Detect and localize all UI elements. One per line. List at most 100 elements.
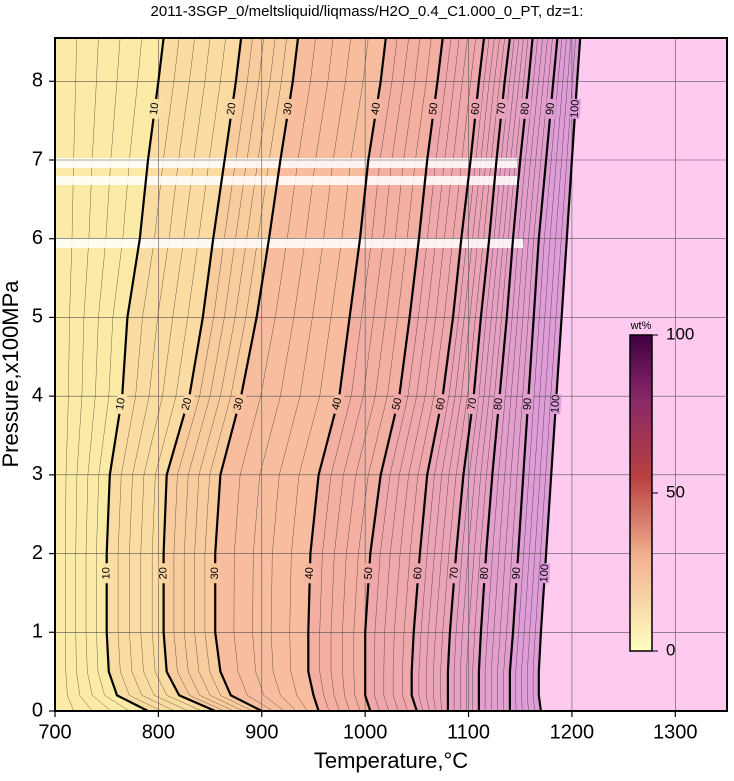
contour-line [214, 38, 300, 711]
contour-label-bg [544, 98, 557, 120]
contour-line [307, 38, 387, 711]
minor-contour [466, 38, 524, 711]
contour-label-bg [522, 393, 534, 415]
contour-label: 20 [225, 102, 239, 116]
minor-contour [426, 38, 495, 711]
x-tick-label: 1100 [447, 721, 490, 743]
contour-label: 90 [522, 398, 535, 411]
minor-contour [527, 38, 572, 711]
minor-contour [129, 38, 195, 711]
contour-label-bg [550, 393, 562, 415]
contour-line [446, 38, 511, 711]
minor-contour [383, 38, 460, 711]
minor-contour [515, 38, 563, 711]
contour-label-bg [448, 562, 461, 584]
minor-contour [75, 38, 99, 711]
minor-contour [392, 38, 468, 711]
minor-contour [484, 38, 538, 711]
minor-contour [233, 38, 316, 711]
y-axis-label: Pressure,x100MPa [0, 280, 23, 468]
contour-label-bg [427, 98, 441, 120]
x-tick-label: 1000 [343, 721, 388, 743]
contour-label-bg [101, 563, 112, 584]
minor-contour [491, 38, 543, 711]
y-tick-label: 5 [32, 306, 43, 328]
contour-label: 40 [369, 102, 383, 116]
band-fill [365, 38, 485, 711]
minor-contour [289, 38, 369, 711]
colorbar [629, 334, 653, 652]
y-tick-label: 2 [32, 542, 43, 564]
minor-contour [521, 38, 567, 711]
minor-contour [472, 38, 529, 711]
plot-frame [54, 37, 728, 712]
contour-label: 60 [469, 102, 482, 115]
contour-label: 100 [549, 394, 562, 413]
contour-label-bg [569, 98, 581, 120]
contour-label-bg [519, 98, 532, 120]
contour-label-bg [412, 562, 425, 584]
contour-label-bg [158, 563, 169, 584]
y-tick-label: 1 [32, 621, 43, 643]
contour-label: 80 [492, 397, 505, 410]
x-tick-label: 800 [142, 721, 175, 743]
minor-contour [96, 38, 142, 711]
minor-contour [184, 38, 264, 711]
y-tick-label: 7 [32, 148, 43, 170]
minor-contour [152, 38, 226, 711]
contour-label: 10 [114, 397, 128, 411]
minor-contour [402, 38, 476, 711]
x-tick-label: 1300 [653, 721, 698, 743]
y-tick-label: 3 [32, 463, 43, 485]
contour-line [364, 38, 444, 711]
minor-contour [418, 38, 490, 711]
minor-contour [85, 38, 121, 711]
contour-label: 30 [209, 567, 221, 579]
band-fill [411, 38, 510, 711]
contour-label-bg [225, 98, 239, 120]
contour-label-bg [479, 562, 491, 584]
minor-contour [353, 38, 432, 711]
y-tick-label: 8 [32, 70, 43, 92]
contour-line [537, 38, 582, 711]
colorbar-tick-label: 0 [666, 640, 675, 659]
colorbar-label: wt% [630, 320, 652, 332]
y-tick-label: 6 [32, 227, 43, 249]
contour-label-bg [466, 393, 479, 415]
x-tick-label: 700 [38, 721, 71, 743]
contour-line [162, 38, 243, 711]
band-fill [509, 38, 581, 711]
contour-label-bg [281, 98, 295, 120]
contour-label: 10 [148, 102, 161, 116]
minor-contour [433, 38, 500, 711]
minor-contour [460, 38, 520, 711]
minor-contour [194, 38, 276, 711]
contour-label: 70 [466, 397, 479, 411]
colorbar-tick-label: 50 [666, 482, 685, 501]
contour-label: 90 [510, 567, 523, 580]
contour-label: 20 [180, 396, 195, 411]
y-tick-label: 4 [32, 384, 43, 406]
minor-contour [173, 38, 253, 711]
band-fill [308, 38, 443, 711]
contour-label: 70 [495, 102, 508, 115]
band-fill [478, 38, 558, 711]
contour-label-bg [231, 393, 247, 415]
x-tick-label: 1200 [550, 721, 595, 743]
contour-label-bg [363, 562, 375, 584]
contour-label: 80 [478, 567, 491, 580]
contour-label: 10 [101, 567, 113, 579]
minor-contour [65, 38, 77, 711]
minor-contour [140, 38, 211, 711]
contour-label-bg [329, 393, 345, 415]
contour-label-bg [114, 393, 128, 415]
contour-label: 90 [544, 102, 557, 115]
contour-line [410, 38, 486, 711]
minor-contour [204, 38, 287, 711]
minor-contour [117, 38, 180, 711]
contour-label-bg [369, 98, 383, 120]
contour-label: 50 [390, 397, 404, 412]
band-fill [55, 38, 164, 711]
minor-contour [497, 38, 548, 711]
